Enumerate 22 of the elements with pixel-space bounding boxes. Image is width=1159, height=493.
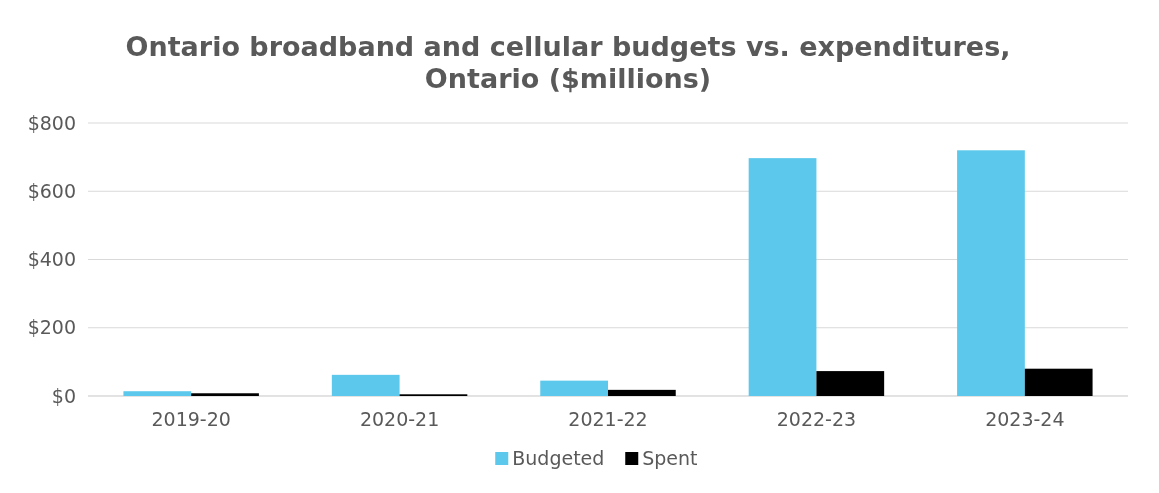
legend-label: Budgeted — [512, 447, 605, 469]
bar — [816, 371, 885, 396]
x-tick-label: 2023-24 — [985, 408, 1065, 430]
bar — [191, 393, 259, 396]
bar — [123, 391, 192, 396]
y-tick-label: $400 — [27, 248, 76, 271]
bar — [748, 158, 817, 396]
x-tick-label: 2019-20 — [151, 408, 231, 430]
bar — [1024, 368, 1093, 396]
chart-title: Ontario broadband and cellular budgets vs. expenditures, Ontario ($millions) — [125, 31, 1011, 94]
bar — [331, 374, 400, 396]
bar — [608, 389, 676, 396]
y-tick-label: $600 — [27, 179, 76, 202]
x-tick-label: 2022-23 — [776, 408, 857, 430]
legend-label: Spent — [642, 447, 698, 469]
x-tick-label: 2021-22 — [568, 408, 648, 430]
y-tick-label: $0 — [51, 384, 76, 407]
y-tick-label: $200 — [27, 316, 76, 339]
bar — [957, 150, 1025, 396]
y-tick-label: $800 — [27, 111, 76, 134]
x-tick-label: 2020-21 — [359, 408, 440, 430]
bar — [540, 380, 608, 396]
